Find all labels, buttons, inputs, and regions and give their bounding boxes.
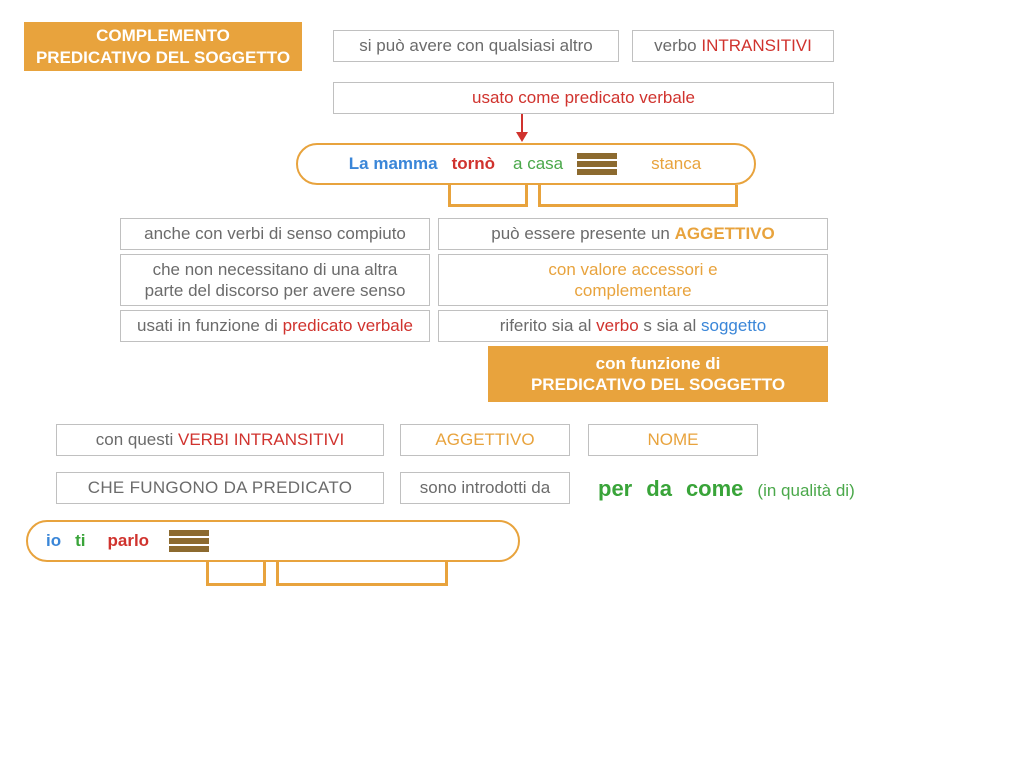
s1-lamamma: La mamma <box>349 154 438 174</box>
l1: con funzione di <box>596 354 721 373</box>
box-lower-left1: con questi VERBI INTRANSITIVI <box>56 424 384 456</box>
s2-bars <box>169 528 209 554</box>
t: anche con verbi di senso compiuto <box>144 223 406 244</box>
box-left-b: che non necessitano di una altra parte d… <box>120 254 430 306</box>
t4: soggetto <box>701 316 766 335</box>
sentence-pill-2: io ti parlo <box>26 520 520 562</box>
prep-come: come <box>686 476 743 502</box>
t2: parte del discorso per avere senso <box>145 281 406 300</box>
t-pre: con questi <box>96 430 178 449</box>
box-nome: NOME <box>588 424 758 456</box>
box-usato-predicato: usato come predicato verbale <box>333 82 834 114</box>
prep-per: per <box>598 476 632 502</box>
s1-torno: tornò <box>452 154 495 174</box>
t: AGGETTIVO <box>435 429 534 450</box>
t3: s sia al <box>639 316 701 335</box>
text: usato come predicato verbale <box>472 87 695 108</box>
t1: che non necessitano di una altra <box>153 260 398 279</box>
box-qualsiasi-altro: si può avere con qualsiasi altro <box>333 30 619 62</box>
l2: PREDICATIVO DEL SOGGETTO <box>531 375 785 394</box>
bracket-1b <box>538 185 738 207</box>
t-pre: può essere presente un <box>491 224 674 243</box>
box-func: con funzione di PREDICATIVO DEL SOGGETTO <box>488 346 828 402</box>
title-line2: PREDICATIVO DEL SOGGETTO <box>36 48 290 67</box>
t1: con valore accessori e <box>548 260 717 279</box>
s2-io: io <box>46 531 61 551</box>
title-box: COMPLEMENTO PREDICATIVO DEL SOGGETTO <box>24 22 302 71</box>
t2: complementare <box>574 281 691 300</box>
prepositions: per da come (in qualità di) <box>598 476 855 502</box>
bracket-2a <box>206 562 266 586</box>
s2-parlo: parlo <box>108 531 150 551</box>
text: si può avere con qualsiasi altro <box>359 35 592 56</box>
t-intransitivi: INTRANSITIVI <box>701 36 812 55</box>
sentence-pill-1: La mamma tornò a casa stanca <box>296 143 756 185</box>
t: CHE FUNGONO DA PREDICATO <box>88 477 352 498</box>
s2-ti: ti <box>75 531 85 551</box>
t: sono introdotti da <box>420 477 550 498</box>
box-left-a: anche con verbi di senso compiuto <box>120 218 430 250</box>
box-right-b: con valore accessori e complementare <box>438 254 828 306</box>
s1-bars <box>577 151 617 177</box>
t2: verbo <box>596 316 639 335</box>
t-em: AGGETTIVO <box>675 224 775 243</box>
t-pre: usati in funzione di <box>137 316 283 335</box>
arrow-head-1 <box>516 132 528 142</box>
box-lower-left2: CHE FUNGONO DA PREDICATO <box>56 472 384 504</box>
t: NOME <box>648 429 699 450</box>
prep-note: (in qualità di) <box>757 481 854 501</box>
arrow-stem-1 <box>521 114 523 134</box>
t-verbo: verbo <box>654 36 701 55</box>
box-left-c: usati in funzione di predicato verbale <box>120 310 430 342</box>
box-right-c: riferito sia al verbo s sia al soggetto <box>438 310 828 342</box>
t1: riferito sia al <box>500 316 596 335</box>
box-right-a: può essere presente un AGGETTIVO <box>438 218 828 250</box>
box-verbo-intransitivi: verbo INTRANSITIVI <box>632 30 834 62</box>
bracket-1a <box>448 185 528 207</box>
s1-stanca: stanca <box>651 154 701 174</box>
bracket-2b <box>276 562 448 586</box>
prep-da: da <box>646 476 672 502</box>
title-line1: COMPLEMENTO <box>96 26 230 45</box>
t-em: predicato verbale <box>283 316 413 335</box>
t-em: VERBI INTRANSITIVI <box>178 430 344 449</box>
box-intro: sono introdotti da <box>400 472 570 504</box>
s1-acasa: a casa <box>513 154 563 174</box>
box-aggettivo: AGGETTIVO <box>400 424 570 456</box>
